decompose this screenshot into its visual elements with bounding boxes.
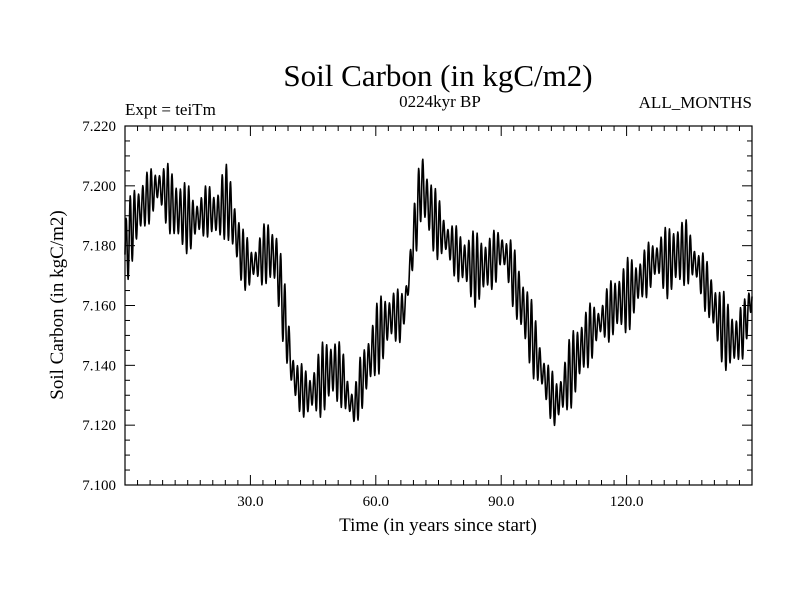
- y-axis-title: Soil Carbon (in kgC/m2): [47, 210, 68, 399]
- y-tick-label: 7.140: [82, 358, 116, 374]
- months-label: ALL_MONTHS: [639, 93, 752, 112]
- y-tick-label: 7.200: [82, 179, 116, 195]
- x-tick-label: 120.0: [610, 494, 644, 510]
- y-tick-label: 7.160: [82, 299, 116, 315]
- series-line-soil-carbon: [124, 158, 753, 427]
- x-tick-label: 90.0: [488, 494, 514, 510]
- y-tick-label: 7.180: [82, 239, 116, 255]
- plot-frame: [124, 125, 753, 486]
- x-axis-title: Time (in years since start): [339, 515, 537, 536]
- y-tick-label: 7.100: [82, 478, 116, 494]
- x-tick-label: 60.0: [363, 494, 389, 510]
- chart-title: Soil Carbon (in kgC/m2): [283, 58, 592, 93]
- period-label: 0224kyr BP: [399, 92, 481, 111]
- x-tick-label: 30.0: [237, 494, 263, 510]
- experiment-label: Expt = teiTm: [125, 100, 216, 119]
- y-tick-label: 7.120: [82, 418, 116, 434]
- y-tick-label: 7.220: [82, 119, 116, 135]
- axis-tick-labels: 30.0 60.0 90.0 120.0 7.100 7.120 7.140 7.160 7.1…: [82, 119, 643, 510]
